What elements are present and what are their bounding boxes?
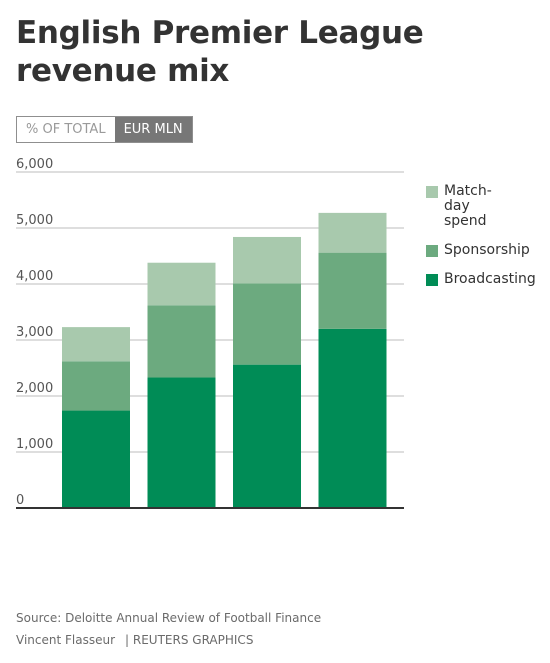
bar-segment-sponsorship-2013-14 xyxy=(62,361,130,411)
y-tick-label: 3,000 xyxy=(16,325,53,340)
legend-item-broadcasting: Broadcasting xyxy=(426,272,550,287)
bar-segment-matchday-2013-14 xyxy=(62,327,130,362)
chart-footer: Source: Deloitte Annual Review of Footba… xyxy=(16,607,321,651)
legend-label-sponsorship: Sponsorship xyxy=(444,242,530,258)
bar-segment-sponsorship-2015-16 xyxy=(233,283,301,365)
y-tick-label: 5,000 xyxy=(16,213,53,228)
percent-of-total-toggle-button[interactable]: % OF TOTAL xyxy=(17,117,115,142)
y-tick-label: 2,000 xyxy=(16,381,53,396)
legend-item-matchday: Match-day spend xyxy=(426,184,550,229)
bar-segment-broadcasting-2014-15 xyxy=(147,377,216,508)
credit-line: Vincent Flasseur | REUTERS GRAPHICS xyxy=(16,629,321,651)
eur-mln-toggle-button[interactable]: EUR MLN xyxy=(114,117,192,142)
y-tick-label: 6,000 xyxy=(16,157,53,172)
bar-segment-sponsorship-2016-17 xyxy=(318,252,387,329)
bar-segment-broadcasting-2015-16 xyxy=(233,364,301,508)
credit-separator: | xyxy=(125,633,130,647)
legend-label-matchday: Match-day spend xyxy=(444,183,492,229)
author-credit: Vincent Flasseur xyxy=(16,633,116,647)
y-tick-label: 4,000 xyxy=(16,269,53,284)
bar-segment-matchday-2015-16 xyxy=(233,236,301,284)
bar-segment-broadcasting-2016-17 xyxy=(318,328,387,508)
legend-swatch-sponsorship xyxy=(426,245,438,257)
y-tick-label: 0 xyxy=(16,493,24,508)
bar-segment-matchday-2016-17 xyxy=(318,212,387,253)
y-tick-label: 1,000 xyxy=(16,437,53,452)
legend-item-sponsorship: Sponsorship xyxy=(426,243,550,258)
bar-segment-matchday-2014-15 xyxy=(147,262,216,306)
bars xyxy=(62,212,387,508)
bar-segment-sponsorship-2014-15 xyxy=(147,305,216,378)
source-note: Source: Deloitte Annual Review of Footba… xyxy=(16,611,322,625)
legend-swatch-broadcasting xyxy=(426,274,438,286)
legend-label-broadcasting: Broadcasting xyxy=(444,271,536,287)
bar-segment-broadcasting-2013-14 xyxy=(62,410,130,508)
legend-swatch-matchday xyxy=(426,186,438,198)
organization-credit: REUTERS GRAPHICS xyxy=(132,633,254,647)
chart-title: English Premier League revenue mix xyxy=(16,15,424,89)
y-axis-tick-labels: 0 1,000 2,000 3,000 4,000 5,000 6,000 xyxy=(16,157,53,508)
unit-toggle[interactable]: % OF TOTAL EUR MLN xyxy=(16,116,193,143)
chart-legend: Match-day spend Sponsorship Broadcasting xyxy=(426,184,550,301)
